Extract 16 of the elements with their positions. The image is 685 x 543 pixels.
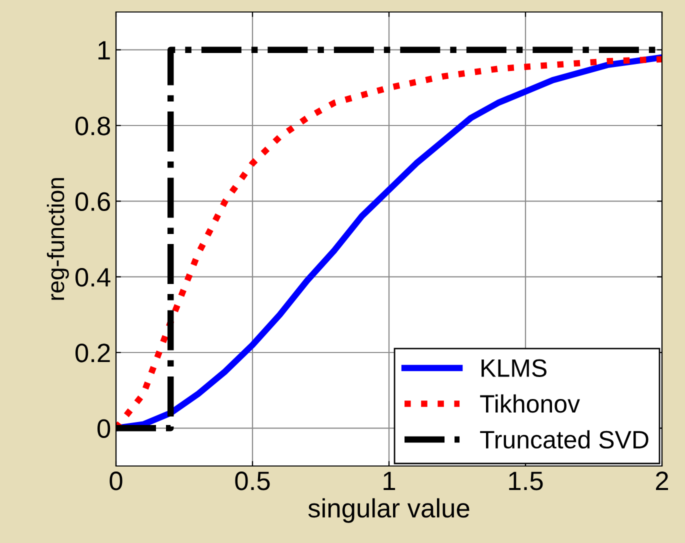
y-tick-label: 0 [97, 419, 110, 438]
y-axis-title: reg-function [46, 178, 69, 300]
legend-label: Truncated SVD [480, 430, 648, 449]
y-tick-label: 0.8 [75, 116, 110, 136]
x-tick-label: 1.5 [509, 472, 543, 490]
x-tick-label: 1 [384, 472, 396, 490]
y-tick-label: 0.4 [75, 268, 110, 287]
legend-label: KLMS [482, 359, 546, 377]
x-tick-label: 2 [656, 472, 668, 490]
y-tick-label: 0.2 [75, 344, 110, 362]
x-axis-title: singular value [308, 498, 470, 523]
legend-label: Tikhonov [480, 394, 580, 413]
x-tick-label: 0 [110, 472, 122, 490]
y-tick-label: 0.6 [75, 192, 110, 211]
x-tick-label: 0.5 [235, 472, 270, 490]
y-tick-label: 1 [98, 41, 110, 60]
